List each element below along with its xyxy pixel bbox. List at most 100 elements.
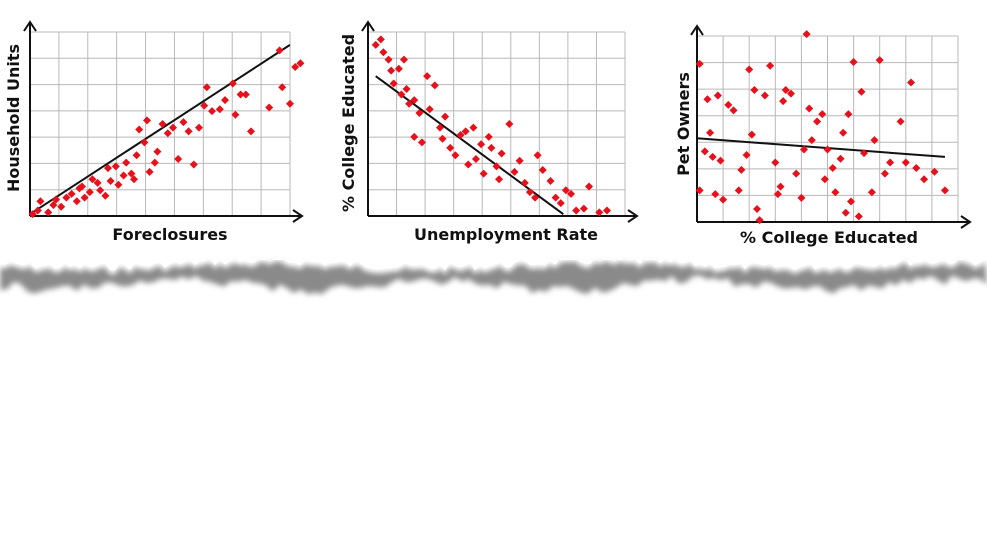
data-point	[525, 188, 534, 197]
data-point	[849, 58, 858, 67]
data-point	[286, 99, 294, 108]
data-point	[567, 189, 576, 198]
chart-panel-unemployment: Unemployment Rate % College Educated	[339, 20, 639, 244]
data-point	[57, 202, 66, 211]
axes	[23, 20, 304, 223]
data-point	[857, 87, 866, 96]
data-point	[456, 131, 465, 140]
data-point	[896, 117, 905, 126]
data-point	[36, 197, 45, 206]
data-point	[510, 167, 519, 176]
data-point	[106, 177, 115, 186]
x-axis-arrow-icon	[627, 209, 639, 223]
data-point	[797, 193, 806, 202]
data-point	[487, 143, 496, 152]
data-point	[551, 193, 560, 202]
data-point	[755, 216, 764, 225]
data-point	[719, 195, 728, 204]
data-point	[695, 59, 704, 68]
data-point	[228, 79, 237, 88]
data-point	[742, 151, 751, 160]
data-point	[875, 56, 884, 65]
axes	[690, 24, 972, 229]
data-point	[135, 125, 144, 134]
data-point	[907, 78, 916, 87]
data-point	[492, 162, 501, 171]
data-point	[839, 128, 848, 137]
data-point	[781, 85, 790, 94]
data-point	[753, 204, 762, 213]
trend-line	[375, 75, 564, 215]
data-point	[119, 171, 128, 180]
data-point	[708, 152, 717, 161]
data-point	[531, 193, 540, 202]
data-point	[425, 105, 434, 114]
data-point	[49, 200, 58, 209]
chart-panel-foreclosures: Foreclosures Household Units	[4, 20, 305, 244]
data-points	[28, 46, 305, 219]
data-point	[72, 197, 81, 206]
data-point	[195, 123, 203, 132]
data-point	[750, 85, 759, 94]
data-point	[471, 154, 480, 163]
data-point	[477, 140, 486, 149]
data-point	[469, 123, 478, 132]
data-point	[44, 208, 53, 217]
data-point	[158, 120, 167, 128]
data-point	[451, 151, 460, 160]
data-point	[130, 175, 138, 184]
data-point	[867, 188, 876, 197]
data-point	[716, 156, 725, 165]
data-point	[33, 206, 42, 215]
data-point	[402, 85, 411, 94]
trend-line	[29, 44, 291, 215]
torn-edge-shadow	[0, 261, 987, 295]
data-point	[771, 158, 780, 167]
data-point	[844, 110, 853, 119]
data-point	[215, 105, 224, 114]
data-point	[397, 90, 406, 99]
data-point	[104, 164, 112, 173]
data-point	[174, 154, 183, 163]
data-point	[247, 127, 255, 136]
data-point	[296, 59, 305, 68]
data-point	[729, 106, 738, 115]
y-axis-label: Pet Owners	[674, 72, 693, 176]
trend-line-segment	[375, 75, 564, 215]
data-point	[446, 143, 455, 152]
data-point	[423, 72, 432, 81]
data-point	[52, 195, 60, 204]
data-point	[169, 123, 177, 132]
data-point	[80, 193, 89, 202]
data-point	[291, 62, 300, 71]
data-point	[724, 100, 733, 109]
data-point	[265, 103, 274, 112]
grid-lines	[30, 31, 291, 216]
chart-panel-pet-owners: % College Educated Pet Owners	[674, 24, 972, 247]
trend-line	[696, 137, 946, 158]
data-point	[479, 169, 488, 178]
data-point	[846, 197, 855, 206]
data-point	[700, 147, 709, 156]
data-points	[695, 30, 949, 225]
data-point	[78, 182, 86, 191]
data-point	[760, 91, 769, 100]
data-point	[805, 104, 814, 113]
data-point	[114, 180, 123, 189]
data-point	[241, 90, 250, 99]
data-point	[202, 83, 211, 92]
data-point	[854, 212, 863, 221]
torn-edge-line	[0, 257, 987, 271]
torn-edge	[0, 257, 987, 295]
data-point	[275, 46, 284, 55]
data-point	[145, 167, 154, 176]
data-point	[880, 169, 889, 178]
data-point	[860, 149, 869, 158]
data-point	[101, 191, 110, 200]
data-point	[800, 145, 809, 154]
data-point	[461, 127, 470, 136]
data-point	[773, 190, 782, 199]
data-point	[703, 95, 712, 104]
data-point	[495, 175, 504, 184]
